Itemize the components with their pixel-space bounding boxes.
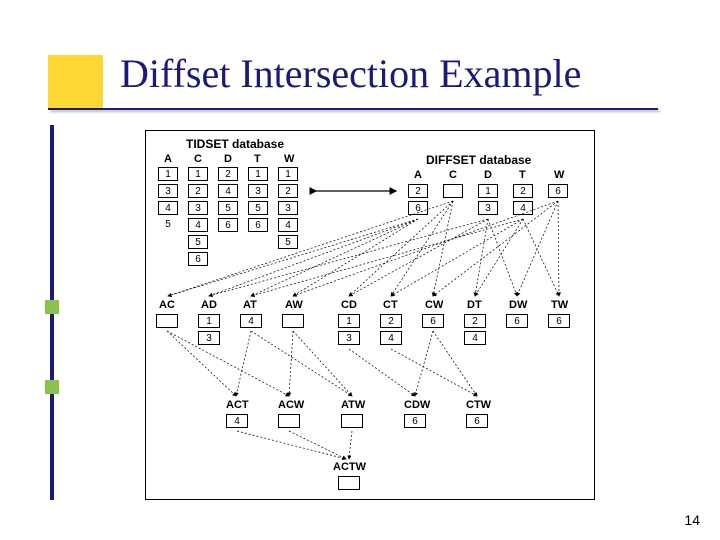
pair-label: AD (201, 299, 217, 311)
cell: 2 (408, 184, 428, 198)
quad-label: ACTW (333, 461, 366, 473)
cell (341, 414, 363, 428)
col-header: T (254, 153, 261, 165)
cell: 5 (248, 201, 268, 215)
cell: 3 (248, 184, 268, 198)
cell: 2 (218, 167, 238, 181)
col-header: A (414, 169, 422, 181)
cell: 3 (198, 331, 220, 345)
pair-label: DW (509, 299, 527, 311)
cell: 2 (380, 314, 402, 328)
cell: 5 (158, 218, 178, 232)
cell: 5 (188, 235, 208, 249)
sidebar-bullet (45, 380, 59, 394)
cell: 2 (464, 314, 486, 328)
cell: 6 (548, 184, 568, 198)
cell: 6 (218, 218, 238, 232)
cell: 2 (513, 184, 533, 198)
cell: 1 (478, 184, 498, 198)
cell: 6 (548, 314, 570, 328)
col-header: W (284, 153, 294, 165)
cell: 4 (218, 184, 238, 198)
cell (443, 184, 463, 198)
triple-label: CTW (466, 399, 491, 411)
col-header: D (224, 153, 232, 165)
col-header: T (519, 169, 526, 181)
cell: 5 (218, 201, 238, 215)
cell (282, 314, 304, 328)
cell: 3 (188, 201, 208, 215)
cell: 3 (338, 331, 360, 345)
cell: 6 (466, 414, 488, 428)
cell: 6 (408, 201, 428, 215)
col-header: W (554, 169, 564, 181)
cell: 4 (240, 314, 262, 328)
cell: 3 (278, 201, 298, 215)
col-header: C (194, 153, 202, 165)
pair-label: TW (551, 299, 568, 311)
cell: 1 (188, 167, 208, 181)
cell: 4 (188, 218, 208, 232)
cell: 6 (506, 314, 528, 328)
triple-label: ATW (341, 399, 365, 411)
pair-label: AC (159, 299, 175, 311)
cell: 3 (158, 184, 178, 198)
cell: 6 (188, 252, 208, 266)
cell (156, 314, 178, 328)
cell: 5 (278, 235, 298, 249)
cell: 1 (198, 314, 220, 328)
cell: 3 (478, 201, 498, 215)
page-number: 14 (684, 512, 700, 528)
col-header: A (164, 153, 172, 165)
cell: 2 (188, 184, 208, 198)
cell: 4 (278, 218, 298, 232)
cell: 4 (226, 414, 248, 428)
tidset-header: TIDSET database (186, 137, 284, 151)
diffset-header: DIFFSET database (426, 153, 531, 167)
pair-label: CW (425, 299, 443, 311)
cell: 1 (158, 167, 178, 181)
pair-label: CD (341, 299, 357, 311)
slide-title: Diffset Intersection Example (120, 50, 581, 97)
cell: 4 (464, 331, 486, 345)
cell: 4 (513, 201, 533, 215)
diffset-diagram: TIDSET database A C D T W 1 3 4 5 1 2 3 … (145, 130, 595, 500)
col-header: D (484, 169, 492, 181)
sidebar-bullet (45, 300, 59, 314)
slide-accent-box (48, 55, 103, 110)
cell (278, 414, 300, 428)
pair-label: DT (467, 299, 482, 311)
cell: 1 (248, 167, 268, 181)
cell: 2 (278, 184, 298, 198)
cell: 1 (278, 167, 298, 181)
title-underline (48, 108, 658, 110)
cell (338, 476, 360, 490)
col-header: C (449, 169, 457, 181)
pair-label: AT (243, 299, 257, 311)
cell: 6 (404, 414, 426, 428)
cell: 1 (338, 314, 360, 328)
pair-label: CT (383, 299, 398, 311)
cell: 4 (158, 201, 178, 215)
triple-label: CDW (404, 399, 430, 411)
cell: 6 (422, 314, 444, 328)
pair-label: AW (285, 299, 303, 311)
triple-label: ACW (278, 399, 304, 411)
triple-label: ACT (226, 399, 249, 411)
cell: 4 (380, 331, 402, 345)
cell: 6 (248, 218, 268, 232)
